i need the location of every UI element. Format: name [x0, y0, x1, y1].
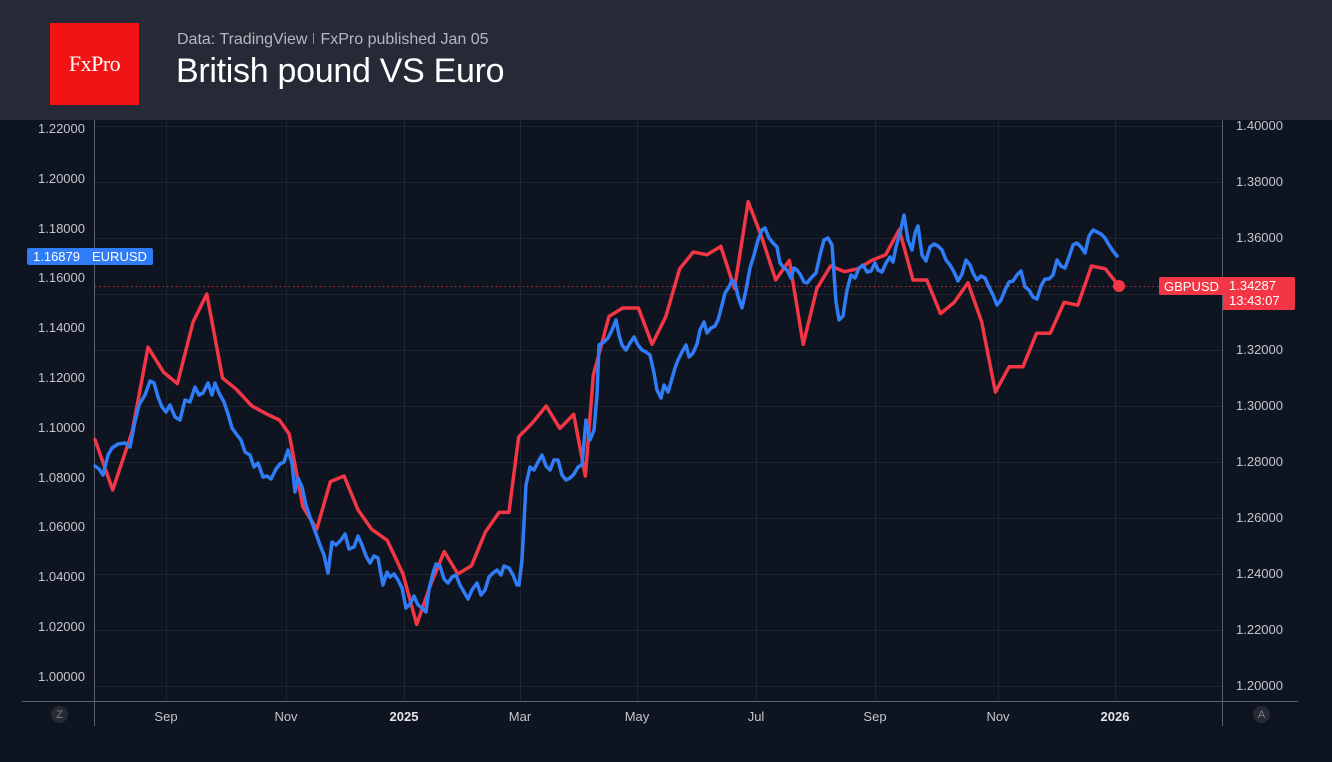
data-source: Data: TradingView: [177, 31, 308, 48]
header-bar: FxPro Data: TradingView FxPro published J…: [0, 0, 1332, 120]
gbpusd-symbol-label: GBPUSD: [1159, 277, 1224, 295]
time-axis-tick: Nov: [274, 709, 298, 724]
published-date: FxPro published Jan 05: [320, 31, 489, 48]
time-axis-tick: Sep: [863, 709, 887, 724]
left-axis-tick: 1.12000: [38, 370, 85, 385]
left-axis-tick: 1.22000: [38, 121, 85, 136]
left-axis-tick: 1.20000: [38, 170, 85, 186]
left-axis-tick: 1.08000: [38, 469, 85, 485]
left-axis-tick: 1.02000: [38, 619, 85, 634]
time-axis-tick: Mar: [508, 709, 532, 724]
right-axis-tick: 1.20000: [1236, 678, 1283, 693]
eurusd-price-label: 1.16879 EURUSD: [27, 248, 153, 265]
time-axis-tick: Jul: [747, 709, 765, 724]
time-axis-tick: 2025: [389, 709, 419, 724]
right-axis-tick: 1.24000: [1236, 566, 1283, 581]
right-axis-tick: 1.28000: [1236, 454, 1283, 469]
eurusd-symbol: EURUSD: [92, 249, 147, 264]
eurusd-line: [93, 213, 1119, 614]
left-axis-tick: 1.16000: [38, 270, 85, 286]
fxpro-logo: FxPro: [50, 23, 139, 105]
zoom-reset-button[interactable]: Z: [51, 706, 68, 723]
chart-subtitle: Data: TradingView FxPro published Jan 05: [177, 31, 489, 49]
right-axis-tick: 1.32000: [1236, 342, 1283, 357]
gbpusd-line: [93, 199, 1121, 627]
chart-title: British pound VS Euro: [176, 52, 505, 90]
left-axis-tick: 1.18000: [38, 220, 85, 236]
time-axis-tick: Nov: [986, 709, 1010, 724]
time-axis-tick: 2026: [1100, 709, 1130, 724]
left-axis-tick: 1.10000: [38, 419, 85, 435]
gbpusd-price-label: 1.34287 13:43:07: [1223, 277, 1295, 310]
gbpusd-countdown: 13:43:07: [1229, 293, 1280, 308]
left-axis-tick: 1.06000: [38, 519, 85, 535]
right-axis-tick: 1.36000: [1236, 230, 1283, 245]
eurusd-price: 1.16879: [33, 249, 80, 264]
left-axis-tick: 1.00000: [38, 668, 85, 684]
left-axis-tick: 1.04000: [38, 569, 85, 585]
right-axis-tick: 1.26000: [1236, 510, 1283, 525]
auto-scale-button[interactable]: A: [1253, 706, 1270, 723]
right-axis-tick: 1.30000: [1236, 398, 1283, 413]
time-axis-tick: Sep: [154, 709, 178, 724]
time-axis-tick: May: [624, 709, 650, 724]
left-axis-tick: 1.14000: [38, 320, 85, 336]
gbpusd-last-point: [1113, 280, 1125, 292]
right-axis-tick: 1.40000: [1236, 118, 1283, 133]
right-axis-tick: 1.22000: [1236, 622, 1283, 637]
gridlines: [95, 120, 1222, 701]
right-axis-tick: 1.38000: [1236, 174, 1283, 189]
gbpusd-price: 1.34287: [1229, 278, 1276, 293]
separator-divider: [313, 33, 315, 44]
